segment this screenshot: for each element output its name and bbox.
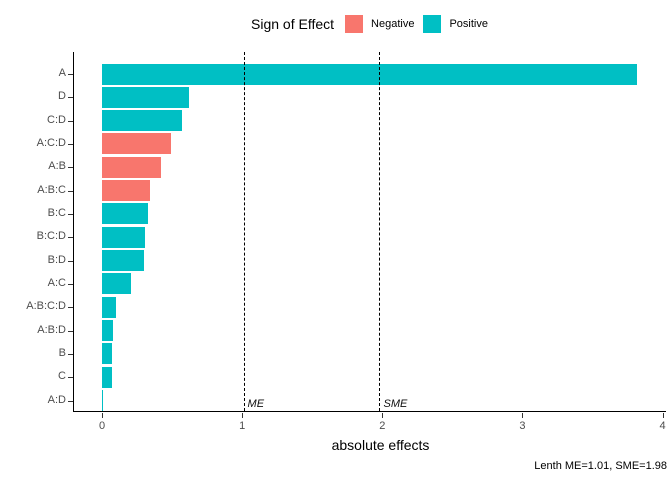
legend-item-label: Negative <box>371 18 415 30</box>
y-axis-label: A:B:D <box>37 323 66 336</box>
x-tick-mark <box>662 413 664 418</box>
x-tick-label: 2 <box>379 420 386 432</box>
y-tick-mark <box>68 353 73 355</box>
lenth-caption: Lenth ME=1.01, SME=1.98 <box>534 460 667 472</box>
x-tick-mark <box>242 413 244 418</box>
bar-D <box>102 86 189 108</box>
x-axis-title: absolute effects <box>331 437 430 453</box>
x-tick-label: 3 <box>519 420 526 432</box>
legend-item: Negative <box>345 15 414 33</box>
bar-B:C <box>102 203 149 225</box>
y-axis-label: A <box>58 67 66 79</box>
y-axis-label: A:B:C:D <box>26 300 66 313</box>
legend-item: Positive <box>423 15 488 33</box>
bar-A:B <box>102 156 161 178</box>
y-tick-mark <box>68 260 73 262</box>
y-axis-label: D <box>58 90 66 103</box>
y-axis-label: A:C <box>47 276 66 289</box>
y-tick-mark <box>68 283 73 285</box>
x-tick-label: 0 <box>98 420 106 432</box>
y-tick-mark <box>68 143 73 145</box>
bar-A:C <box>102 273 132 295</box>
plot-panel: ME SME <box>73 52 666 412</box>
negative-swatch <box>345 15 364 33</box>
y-axis-label: B <box>58 346 66 359</box>
x-tick-mark <box>522 413 524 418</box>
y-axis-label: A:C:D <box>36 136 66 149</box>
bar-A:C:D <box>102 133 171 155</box>
legend-title: Sign of Effect <box>251 16 335 32</box>
y-axis-label: B:C:D <box>36 230 66 243</box>
y-tick-mark <box>68 167 73 169</box>
reference-line-sme: SME <box>379 52 407 411</box>
y-axis-label: A:B:C <box>37 183 66 196</box>
y-axis-label: A:B <box>48 160 66 173</box>
y-axis-label: C <box>58 370 66 383</box>
y-axis-label: B:C <box>47 206 66 219</box>
x-tick-label: 1 <box>239 420 246 432</box>
y-axis-label: A:D <box>47 393 66 406</box>
y-tick-mark <box>68 330 73 332</box>
x-tick-mark <box>382 413 384 418</box>
legend: Sign of Effect Negative Positive <box>73 10 666 38</box>
bar-B <box>102 343 112 365</box>
reference-line-me: ME <box>243 52 264 411</box>
bar-B:C:D <box>102 226 146 248</box>
positive-swatch <box>423 15 442 33</box>
reference-line-label: SME <box>383 398 408 410</box>
y-tick-mark <box>68 97 73 99</box>
bar-C <box>102 366 112 388</box>
y-tick-mark <box>68 307 73 309</box>
x-tick-mark <box>102 413 103 418</box>
y-tick-mark <box>68 74 73 75</box>
legend-item-label: Positive <box>449 18 488 30</box>
y-tick-mark <box>68 377 73 379</box>
y-tick-mark <box>68 237 73 239</box>
y-axis-label: B:D <box>47 253 66 266</box>
y-tick-mark <box>68 400 73 402</box>
bar-A:B:C:D <box>102 296 116 318</box>
y-tick-mark <box>68 120 73 122</box>
reference-line-label: ME <box>247 398 265 410</box>
bar-B:D <box>102 250 145 272</box>
y-tick-mark <box>68 213 73 215</box>
bar-C:D <box>102 110 182 132</box>
x-tick-label: 4 <box>659 420 666 432</box>
bar-A:B:D <box>102 320 114 342</box>
y-tick-mark <box>68 190 73 192</box>
bar-A:B:C <box>102 180 150 202</box>
bar-A <box>102 63 638 85</box>
y-axis-label: C:D <box>47 113 66 126</box>
bar-A:D <box>102 390 103 412</box>
